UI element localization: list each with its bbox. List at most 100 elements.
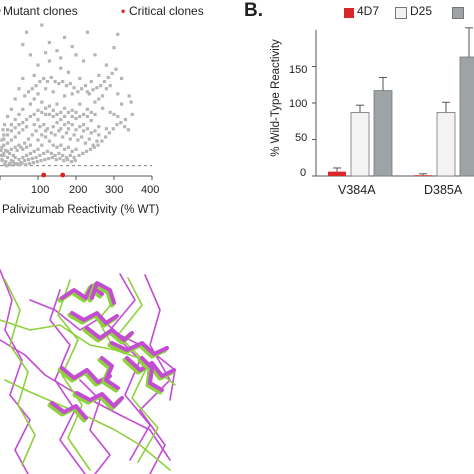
mutant-clone-point — [24, 163, 28, 167]
mutant-clone-point — [107, 131, 112, 135]
mutant-clone-point — [68, 82, 72, 86]
mutant-clone-point — [82, 112, 86, 116]
mutant-clone-point — [69, 160, 74, 164]
green-backbone — [4, 379, 171, 471]
mutant-clone-point — [12, 162, 17, 166]
legend-label-mutant-clones: Mutant clones — [3, 4, 78, 18]
mutant-clone-point — [34, 84, 38, 88]
mutant-clone-point — [2, 163, 7, 167]
mutant-clone-point — [102, 79, 107, 84]
mutant-clone-point — [59, 143, 63, 147]
mutant-clone-point — [42, 123, 46, 127]
mutant-clone-point — [28, 114, 32, 119]
mutant-clone-point — [6, 128, 10, 132]
mutant-clone-point — [30, 133, 34, 137]
mutant-clone-point — [55, 102, 59, 106]
mutant-clone-point — [0, 138, 4, 142]
mutant-clone-point — [82, 59, 86, 63]
category-label-v384a: V384A — [338, 183, 376, 197]
green-backbone — [4, 279, 36, 466]
mutant-clone-point — [38, 153, 42, 158]
mutant-clone-point — [32, 97, 36, 101]
magenta-side-chain — [60, 366, 112, 384]
mutant-clone-point — [6, 155, 10, 160]
mutant-clone-point — [78, 76, 82, 81]
mutant-clone-point — [51, 108, 55, 112]
mutant-clone-point — [9, 163, 13, 167]
mutant-clone-point — [89, 131, 93, 135]
mutant-clone-point — [112, 46, 116, 50]
mutant-clone-point — [111, 127, 115, 131]
mutant-clone-point — [87, 137, 91, 141]
mutant-clone-point — [76, 90, 80, 94]
mutant-clone-point — [64, 131, 69, 135]
mutant-clone-point — [25, 30, 29, 34]
bar-4d7-d385a — [414, 175, 432, 176]
mutant-clone-point — [43, 157, 47, 162]
mutant-clone-point — [45, 149, 50, 153]
mutant-clone-point — [47, 139, 51, 143]
mutant-clone-point — [57, 82, 61, 86]
mutant-clone-point — [0, 145, 4, 149]
mutant-clone-point — [85, 90, 89, 94]
mutant-clone-point — [89, 79, 93, 84]
mutant-clone-point — [17, 157, 21, 162]
mutant-clone-point — [1, 128, 5, 132]
mutant-clone-point — [6, 114, 10, 119]
mutant-clone-point — [0, 153, 3, 158]
mutant-clone-point — [104, 127, 108, 131]
mutant-clone-point — [68, 153, 72, 158]
mutant-clone-point — [66, 145, 70, 149]
mutant-clone-point — [45, 127, 50, 131]
mutant-clone-point — [77, 153, 81, 158]
mutant-clone-point — [93, 129, 97, 133]
mutant-clone-point — [2, 153, 6, 158]
mutant-clone-point — [25, 125, 29, 129]
mutant-clone-point — [126, 128, 131, 132]
mutant-clone-point — [78, 114, 82, 119]
mutant-clone-point — [63, 35, 67, 39]
mutant-clone-point — [116, 32, 120, 36]
mutant-clone-point — [61, 153, 65, 158]
magenta-side-chain — [125, 356, 176, 378]
mutant-clone-point — [64, 84, 69, 88]
legend-swatch-third — [452, 7, 464, 19]
mutant-clone-point — [82, 123, 86, 127]
mutant-clone-point — [36, 92, 40, 96]
mutant-clone-point — [116, 92, 120, 96]
critical-clone-point — [60, 172, 66, 178]
mutant-clone-point — [51, 125, 55, 129]
mutant-clone-point — [61, 79, 65, 84]
mutant-clone-point — [66, 127, 70, 131]
mutant-clone-point — [127, 94, 131, 98]
mutant-clone-point — [42, 76, 46, 81]
mutant-clone-point — [72, 86, 76, 90]
mutant-clone-point — [23, 141, 27, 145]
x-tick-label: 200 — [69, 184, 88, 196]
mutant-clone-point — [16, 163, 20, 167]
mutant-clone-point — [28, 162, 32, 166]
mutant-clone-point — [61, 135, 65, 139]
mutant-clone-point — [97, 133, 101, 137]
mutant-clone-point — [40, 133, 44, 137]
mutant-clone-point — [17, 123, 21, 127]
mutant-clone-point — [21, 76, 25, 81]
mutant-clone-point — [51, 143, 55, 147]
mutant-clone-point — [99, 84, 103, 88]
mutant-clone-point — [104, 135, 108, 139]
y-tick-label: 0 — [300, 167, 307, 179]
mutant-clone-point — [44, 87, 48, 91]
mutant-clone-point — [63, 123, 67, 127]
mutant-clone-point — [35, 160, 39, 164]
mutant-clone-point — [89, 118, 93, 123]
mutant-clone-point — [9, 159, 13, 163]
mutant-clone-point — [49, 131, 53, 135]
mutant-clone-point — [21, 147, 25, 151]
mutant-clone-point — [28, 151, 32, 156]
mutant-clone-point — [59, 127, 63, 131]
mutant-clone-point — [91, 88, 95, 92]
mutant-clone-point — [21, 155, 25, 160]
